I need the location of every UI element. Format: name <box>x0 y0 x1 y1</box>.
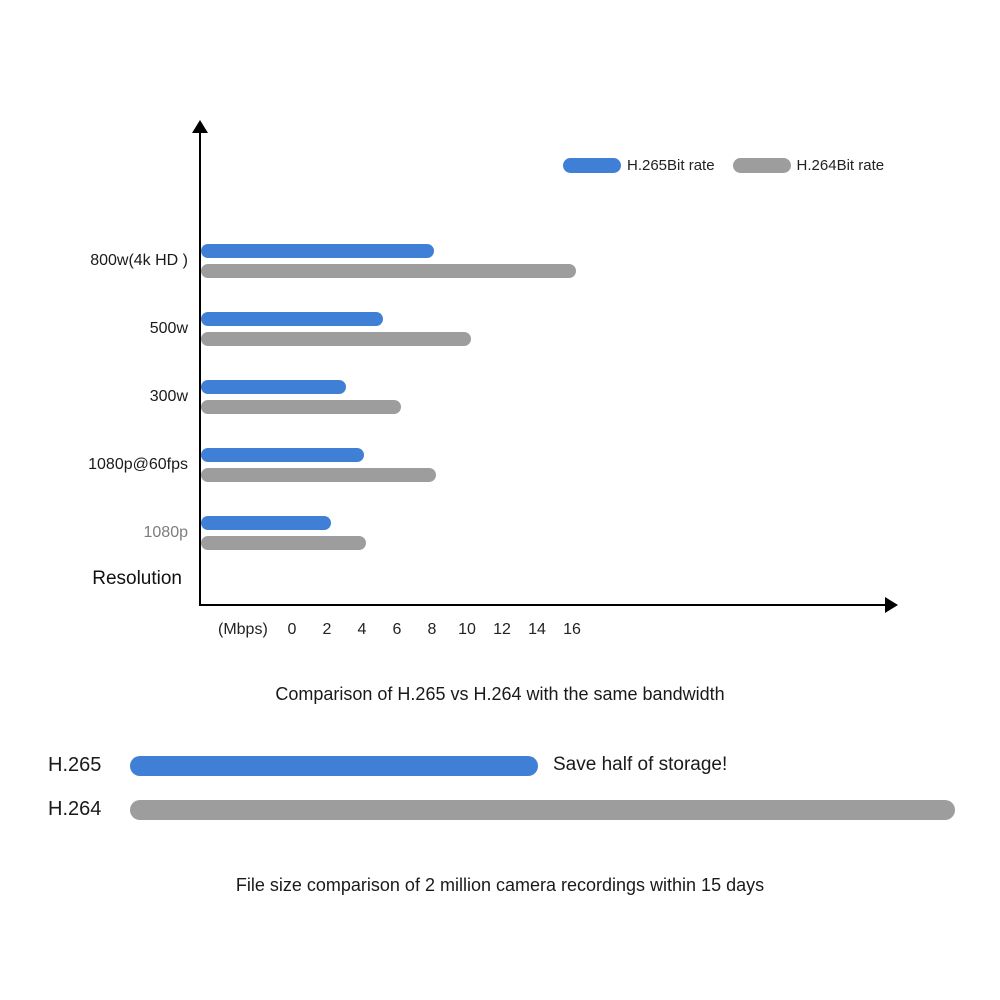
x-axis-arrow-icon <box>885 597 898 613</box>
storage-label-h264: H.264 <box>48 798 102 820</box>
x-axis-line <box>199 604 887 606</box>
x-tick-label-12: 12 <box>493 621 511 638</box>
x-tick-label-16: 16 <box>563 621 581 638</box>
legend-swatch-h265 <box>563 158 621 173</box>
legend-label-h265: H.265Bit rate <box>627 157 715 174</box>
x-tick-label-4: 4 <box>357 621 367 638</box>
legend: H.265Bit rate H.264Bit rate <box>563 157 896 174</box>
legend-swatch-h264 <box>732 158 791 173</box>
chart-title: Comparison of H.265 vs H.264 with the sa… <box>275 684 725 704</box>
y-axis-label: Resolution <box>92 568 182 589</box>
x-tick-label-6: 6 <box>392 621 402 638</box>
storage-caption: File size comparison of 2 million camera… <box>235 875 765 895</box>
bar-series0-cat2 <box>201 380 347 394</box>
storage-bar-h264 <box>130 800 955 820</box>
storage-label-h265: H.265 <box>48 754 102 776</box>
category-label-0: 800w(4k HD ) <box>90 252 188 269</box>
x-tick-label-0: 0 <box>287 621 297 638</box>
category-label-4: 1080p <box>143 524 189 541</box>
bar-series0-cat4 <box>201 516 331 530</box>
x-tick-label-10: 10 <box>458 621 476 638</box>
bar-series0-cat3 <box>201 448 364 462</box>
storage-annotation: Save half of storage! <box>553 754 728 775</box>
x-tick-label-14: 14 <box>528 621 546 638</box>
bar-series0-cat0 <box>201 244 434 258</box>
category-label-3: 1080p@60fps <box>88 456 188 473</box>
bar-series1-cat4 <box>201 536 366 550</box>
y-axis-arrow-icon <box>192 120 208 133</box>
x-axis-unit-label: (Mbps) <box>218 621 268 638</box>
category-label-2: 300w <box>149 388 188 405</box>
category-label-1: 500w <box>149 320 188 337</box>
x-tick-label-2: 2 <box>322 621 332 638</box>
x-tick-label-8: 8 <box>427 621 437 638</box>
bar-series1-cat3 <box>201 468 436 482</box>
bar-series0-cat1 <box>201 312 383 326</box>
y-axis-line <box>199 132 201 606</box>
bar-series1-cat1 <box>201 332 471 346</box>
bar-series1-cat2 <box>201 400 401 414</box>
legend-label-h264: H.264Bit rate <box>796 157 885 174</box>
storage-bar-h265 <box>130 756 538 776</box>
bar-series1-cat0 <box>201 264 576 278</box>
